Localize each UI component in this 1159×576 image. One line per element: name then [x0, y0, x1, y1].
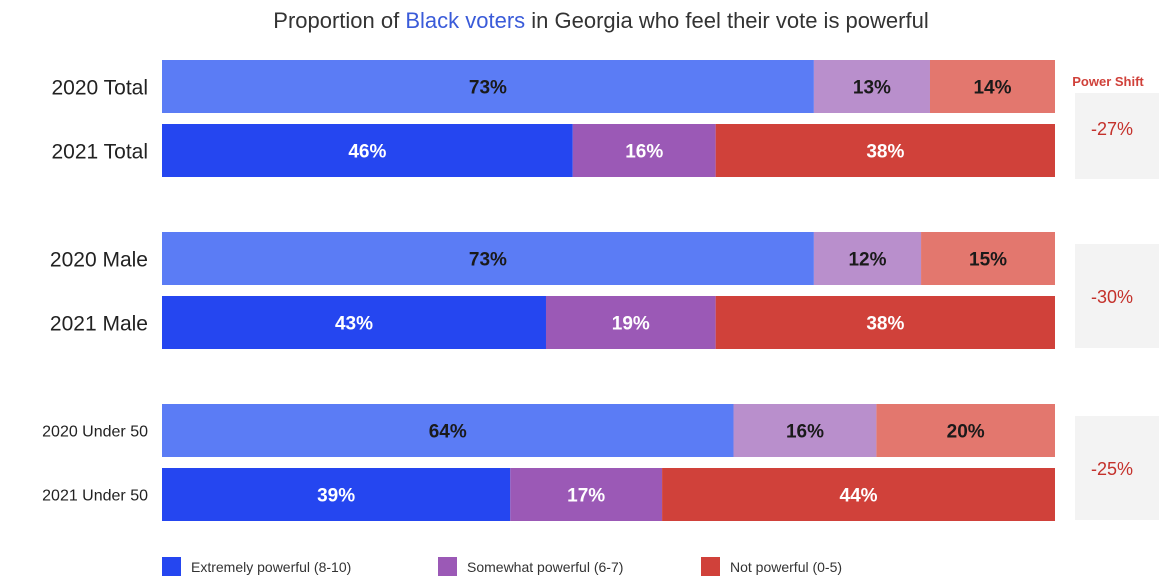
bar-segment	[876, 404, 1055, 457]
legend-swatch	[701, 557, 720, 576]
bar-segment	[715, 124, 1055, 177]
category-label: 2021 Under 50	[42, 488, 148, 505]
legend-swatch	[162, 557, 181, 576]
bar-segment	[929, 60, 1055, 113]
bar-value-label: 43%	[335, 314, 373, 335]
legend-label: Not powerful (0-5)	[730, 559, 842, 575]
bar-value-label: 44%	[840, 486, 878, 507]
category-label: 2021 Total	[51, 141, 148, 164]
bar-value-label: 38%	[866, 314, 904, 335]
power-shift-value: -27%	[1091, 119, 1133, 139]
legend-label: Somewhat powerful (6-7)	[467, 559, 623, 575]
legend-label: Extremely powerful (8-10)	[191, 559, 351, 575]
category-label: 2020 Male	[50, 249, 148, 272]
bar-segment	[813, 60, 930, 113]
bar-segment	[162, 124, 573, 177]
power-shift-value: -25%	[1091, 459, 1133, 479]
bar-value-label: 12%	[848, 250, 886, 271]
power-shift-header: Power Shift	[1072, 74, 1144, 89]
bar-value-label: 73%	[469, 78, 507, 99]
bar-segment	[162, 404, 734, 457]
category-label: 2020 Total	[51, 77, 148, 100]
bar-value-label: 17%	[567, 486, 605, 507]
bar-segment	[715, 296, 1055, 349]
bar-value-label: 73%	[469, 250, 507, 271]
bar-segment	[921, 232, 1055, 285]
bar-value-label: 39%	[317, 486, 355, 507]
bar-value-label: 16%	[786, 422, 824, 443]
bar-segment	[162, 232, 814, 285]
category-label: 2020 Under 50	[42, 424, 148, 441]
power-shift-box	[1075, 93, 1159, 179]
bar-value-label: 15%	[969, 250, 1007, 271]
bar-segment	[545, 296, 716, 349]
bar-value-label: 14%	[973, 78, 1011, 99]
bar-segment	[733, 404, 877, 457]
bar-value-label: 46%	[348, 142, 386, 163]
bar-segment	[162, 468, 511, 521]
bar-value-label: 38%	[866, 142, 904, 163]
bar-value-label: 16%	[625, 142, 663, 163]
bar-segment	[662, 468, 1055, 521]
category-label: 2021 Male	[50, 313, 148, 336]
chart-title-part-1: Black voters	[405, 8, 525, 33]
bar-segment	[162, 296, 546, 349]
bar-value-label: 64%	[429, 422, 467, 443]
bar-segment	[813, 232, 922, 285]
legend-swatch	[438, 557, 457, 576]
power-shift-value: -30%	[1091, 287, 1133, 307]
chart-title: Proportion of Black voters in Georgia wh…	[273, 8, 928, 33]
bar-value-label: 20%	[947, 422, 985, 443]
bar-value-label: 19%	[612, 314, 650, 335]
chart-title-part-0: Proportion of	[273, 8, 405, 33]
chart-title-part-2: in Georgia who feel their vote is powerf…	[525, 8, 929, 33]
power-shift-box	[1075, 416, 1159, 520]
bar-segment	[162, 60, 814, 113]
bar-segment	[572, 124, 716, 177]
bar-segment	[510, 468, 663, 521]
bar-value-label: 13%	[853, 78, 891, 99]
power-shift-box	[1075, 244, 1159, 348]
